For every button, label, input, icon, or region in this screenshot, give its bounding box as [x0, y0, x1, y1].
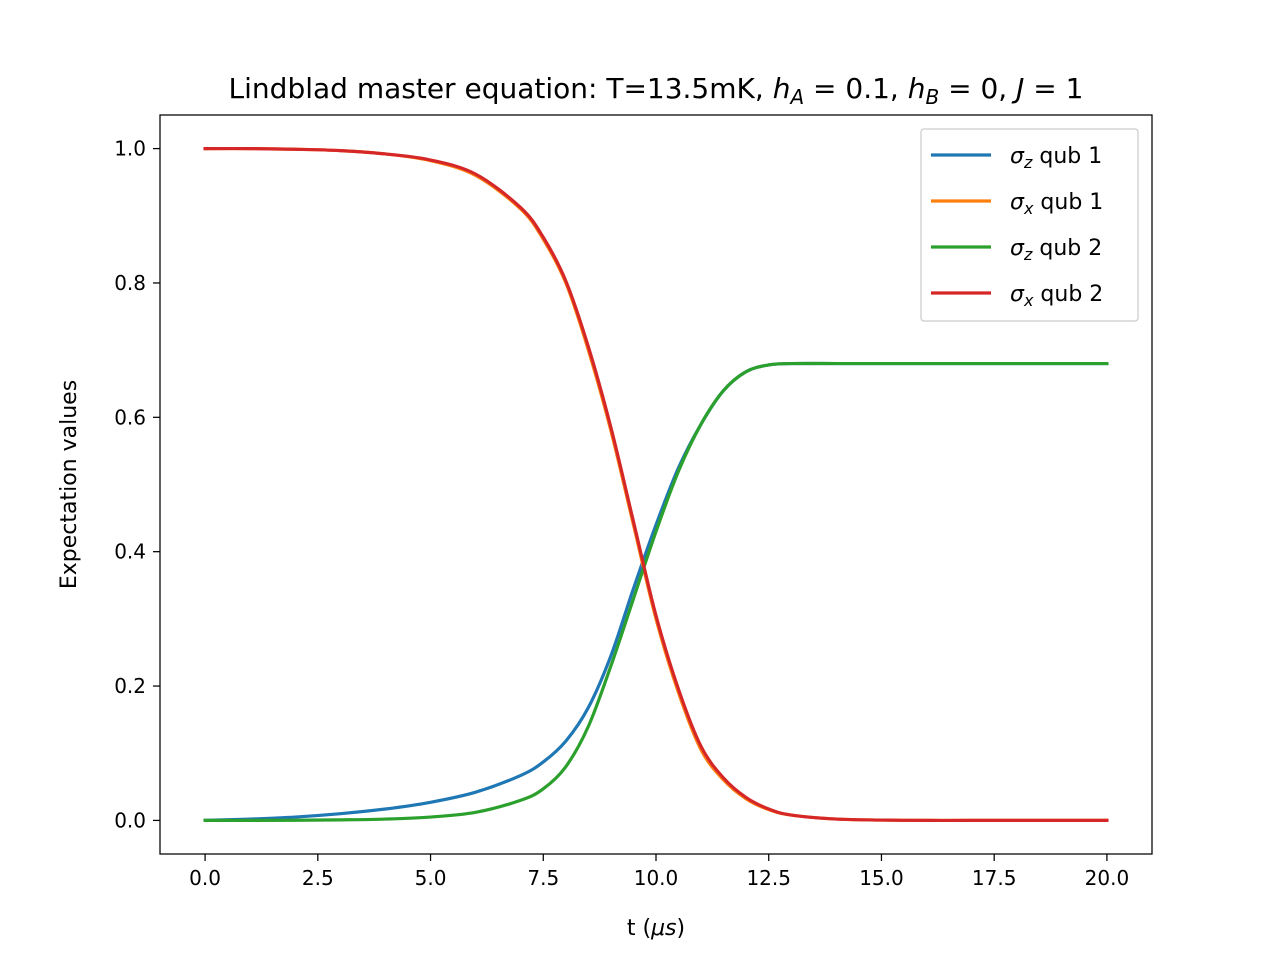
x-tick-label: 2.5: [302, 866, 334, 890]
x-tick-label: 15.0: [859, 866, 904, 890]
x-tick-label: 0.0: [189, 866, 221, 890]
legend-box: [920, 128, 1139, 322]
y-tick-label: 0.8: [114, 271, 146, 295]
legend-label: σx qub 1: [1010, 190, 1103, 218]
y-axis-label: Expectation values: [57, 380, 82, 589]
y-tick-label: 0.4: [114, 540, 146, 564]
x-tick-label: 10.0: [634, 866, 679, 890]
legend-label: σx qub 2: [1010, 282, 1103, 310]
x-axis: 0.0 2.5 5.0 7.5 10.0 12.5 15.0 17.5 20.0: [189, 854, 1129, 890]
x-tick-label: 12.5: [746, 866, 791, 890]
series-line-3: [203, 361, 1109, 823]
x-tick-label: 5.0: [415, 866, 447, 890]
y-tick-label: 0.6: [114, 405, 146, 429]
y-axis: 0.0 0.2 0.4 0.6 0.8 1.0: [114, 137, 160, 832]
x-tick-label: 20.0: [1085, 866, 1130, 890]
chart-title: Lindblad master equation: T=13.5mK, hA =…: [229, 72, 1084, 109]
y-tick-label: 1.0: [114, 137, 146, 161]
series-layer: [203, 146, 1109, 823]
x-axis-label: t (μs): [627, 916, 685, 941]
legend-label: σz qub 1: [1010, 144, 1102, 172]
x-tick-label: 17.5: [972, 866, 1017, 890]
series-line-4: [203, 146, 1109, 823]
legend: σz qub 1 σx qub 1 σz qub 2 σx qub 2: [920, 128, 1139, 322]
x-tick-label: 7.5: [527, 866, 559, 890]
y-tick-label: 0.2: [114, 674, 146, 698]
legend-label: σz qub 2: [1010, 236, 1102, 264]
y-tick-label: 0.0: [114, 808, 146, 832]
